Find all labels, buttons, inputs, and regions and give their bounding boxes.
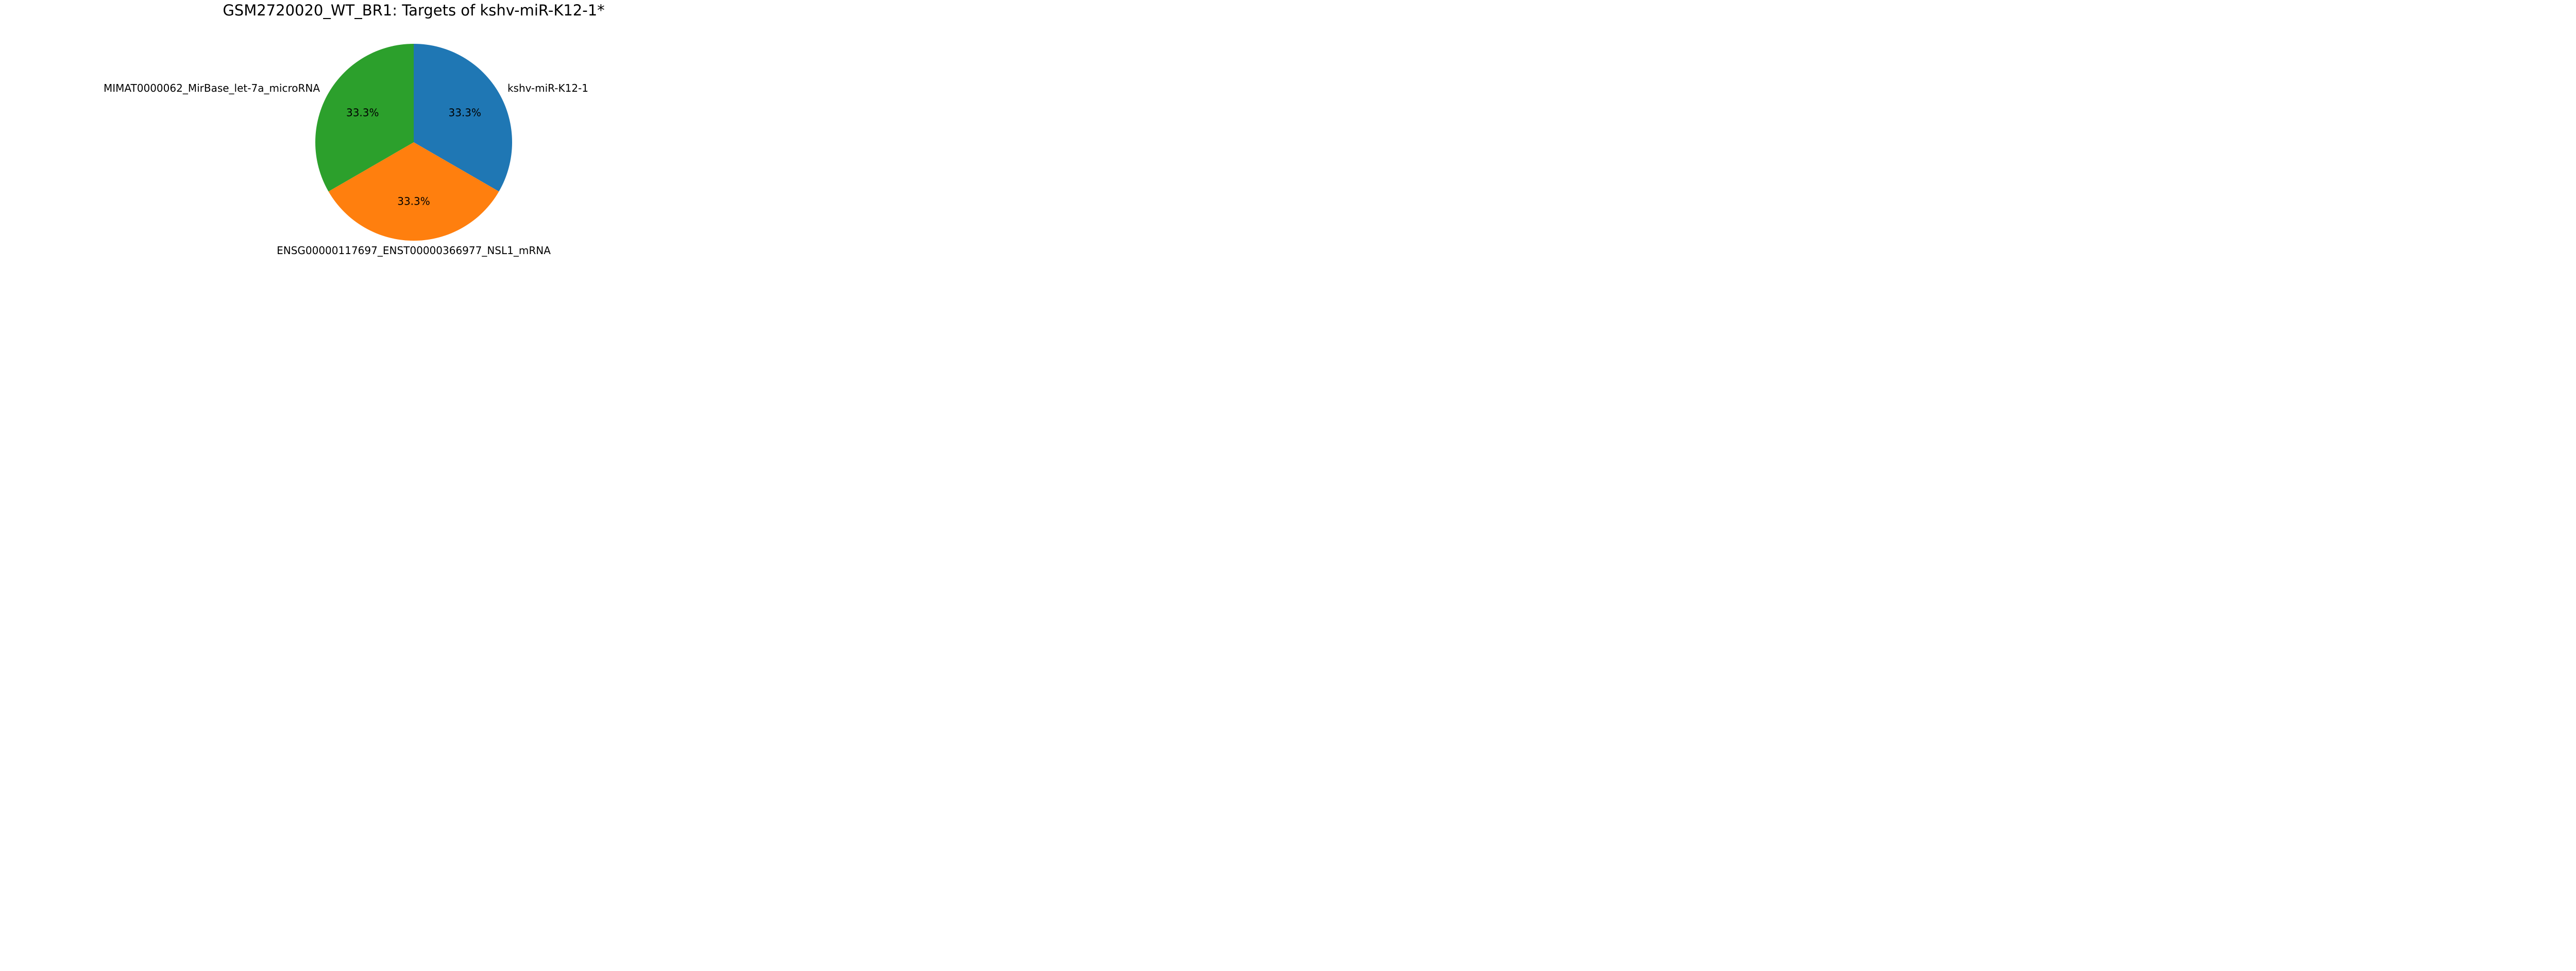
percent-label-3: 33.3% (346, 107, 379, 119)
slice-label-1: kshv-miR-K12-1 (507, 82, 588, 94)
pie-chart: GSM2720020_WT_BR1: Targets of kshv-miR-K… (104, 2, 605, 257)
chart-title: GSM2720020_WT_BR1: Targets of kshv-miR-K… (223, 2, 604, 19)
percent-labels: 33.3% 33.3% 33.3% (346, 107, 481, 208)
pie-slice-2 (328, 142, 499, 241)
pie-slice-3 (315, 44, 414, 192)
slice-labels: kshv-miR-K12-1 ENSG00000117697_ENST000003… (104, 82, 588, 257)
percent-label-2: 33.3% (397, 195, 430, 208)
pie-slices (315, 44, 512, 241)
slice-label-3: MIMAT0000062_MirBase_let-7a_microRNA (104, 82, 320, 94)
slice-label-2: ENSG00000117697_ENST00000366977_NSL1_mRN… (277, 244, 551, 257)
pie-slice-1 (414, 44, 512, 192)
percent-label-1: 33.3% (448, 107, 481, 119)
